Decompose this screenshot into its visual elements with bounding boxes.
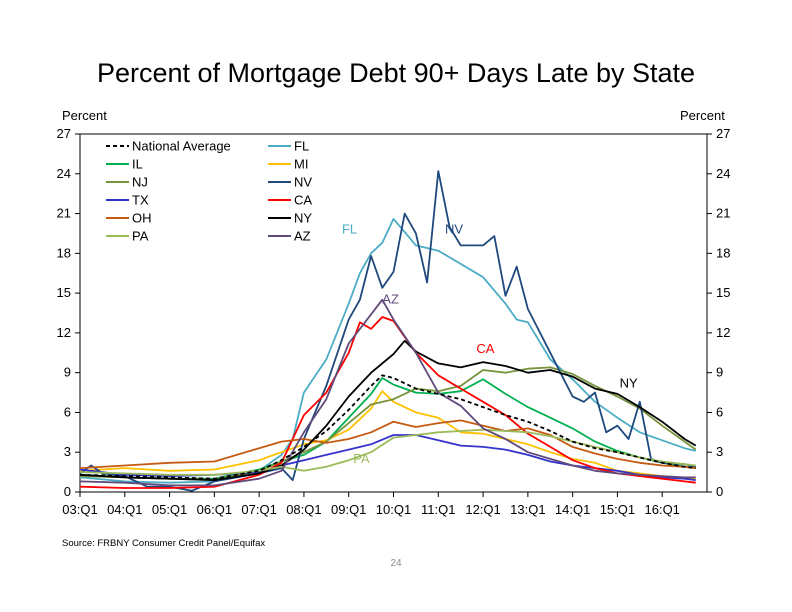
y-tick-label-left: 24: [57, 166, 71, 181]
legend-entry: CA: [294, 193, 312, 208]
legend-entry: PA: [132, 229, 149, 244]
legend-entry: OH: [132, 211, 152, 226]
y-tick-label-left: 15: [57, 285, 71, 300]
y-tick-label-left: 6: [64, 404, 71, 419]
legend-entry: MI: [294, 157, 308, 172]
x-tick-label: 09:Q1: [331, 502, 366, 517]
y-tick-label-right: 24: [716, 166, 730, 181]
x-tick-label: 11:Q1: [421, 502, 455, 517]
x-tick-label: 04:Q1: [107, 502, 142, 517]
legend: National Average FL IL MI NJ NV TX CA OH NY PA AZ: [106, 139, 312, 244]
x-tick-label: 15:Q1: [600, 502, 635, 517]
legend-entry: AZ: [294, 229, 311, 244]
x-tick-label: 03:Q1: [62, 502, 97, 517]
series-line-mi: [79, 390, 696, 480]
annotation-label: FL: [342, 221, 357, 236]
x-tick-label: 08:Q1: [286, 502, 321, 517]
y-tick-label-right: 18: [716, 245, 730, 260]
annotation-label: AZ: [382, 292, 399, 307]
y-tick-label-left: 18: [57, 245, 71, 260]
axes: 0 0 3 3 6 6 9 9 12 12 15 15 18 18 21 21 24 24 27 27 03:Q1 04:…: [57, 126, 731, 517]
x-tick-label: 05:Q1: [152, 502, 187, 517]
series-lines: [79, 170, 697, 492]
x-tick-label: 12:Q1: [465, 502, 500, 517]
y-tick-label-left: 9: [64, 365, 71, 380]
annotations: FL NV AZ CA NY PA: [342, 221, 638, 465]
annotation-label: NV: [445, 221, 463, 236]
y-tick-label-right: 6: [716, 404, 723, 419]
chart-title: Percent of Mortgage Debt 90+ Days Late b…: [96, 58, 696, 88]
y-axis-label-right: Percent: [680, 108, 725, 123]
y-tick-label-left: 21: [57, 206, 71, 221]
legend-entry: NV: [294, 175, 312, 190]
annotation-label: CA: [476, 341, 494, 356]
x-tick-label: 14:Q1: [555, 502, 590, 517]
x-tick-label: 07:Q1: [241, 502, 276, 517]
annotation-label: PA: [353, 451, 370, 466]
source-note: Source: FRBNY Consumer Credit Panel/Equi…: [62, 538, 266, 549]
y-tick-label-left: 12: [57, 325, 71, 340]
x-tick-label: 13:Q1: [510, 502, 545, 517]
legend-entry: NY: [294, 211, 312, 226]
legend-entry: IL: [132, 157, 143, 172]
series-line-national-average: [79, 374, 696, 480]
y-axis-label-left: Percent: [62, 108, 107, 123]
x-tick-label: 16:Q1: [645, 502, 680, 517]
series-line-pa: [79, 428, 696, 476]
legend-entry: NJ: [132, 175, 148, 190]
series-line-oh: [79, 419, 696, 469]
y-tick-label-right: 3: [716, 444, 723, 459]
series-line-ny: [79, 339, 697, 481]
x-tick-label: 10:Q1: [376, 502, 411, 517]
series-line-fl: [79, 218, 697, 484]
series-line-tx: [79, 434, 696, 481]
y-tick-label-left: 0: [64, 484, 71, 499]
x-tick-label: 06:Q1: [197, 502, 232, 517]
series-line-nv: [79, 170, 697, 492]
series-line-az: [79, 298, 696, 487]
y-tick-label-right: 12: [716, 325, 730, 340]
y-tick-label-right: 15: [716, 285, 730, 300]
y-tick-label-right: 21: [716, 206, 730, 221]
y-tick-label-left: 27: [57, 126, 71, 141]
annotation-label: NY: [620, 375, 638, 390]
legend-entry: National Average: [132, 139, 231, 154]
y-tick-label-left: 3: [64, 444, 71, 459]
y-tick-label-right: 9: [716, 365, 723, 380]
legend-entry: TX: [132, 193, 149, 208]
legend-entry: FL: [294, 139, 309, 154]
y-tick-label-right: 0: [716, 484, 723, 499]
y-tick-label-right: 27: [716, 126, 730, 141]
page-number: 24: [390, 558, 402, 569]
